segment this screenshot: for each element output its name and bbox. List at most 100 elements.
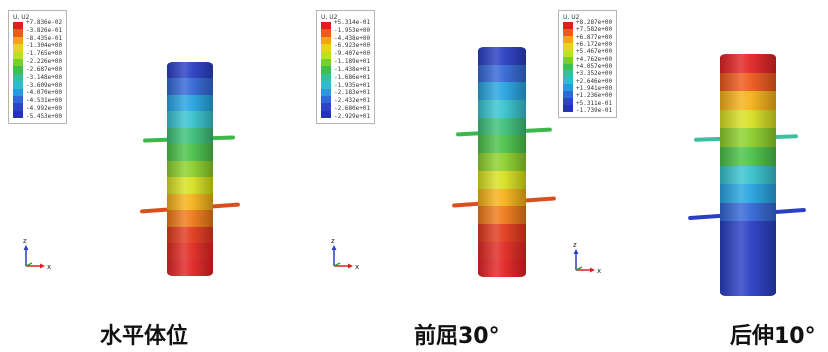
legend-swatch xyxy=(321,44,331,52)
cylinder-band xyxy=(720,91,776,110)
legend-swatch xyxy=(13,110,23,119)
cylinder-band xyxy=(720,240,776,259)
legend-value: -5.453e+00 xyxy=(26,112,63,120)
legend-swatch xyxy=(563,22,573,29)
legend-value: -1.304e+00 xyxy=(26,42,63,50)
legend: U, U2 +8.287e+00 +7.582e+00 +6.877e+00 +6.1… xyxy=(558,10,618,118)
legend-value: -4.070e+00 xyxy=(26,89,63,97)
cylinder-band xyxy=(720,54,776,73)
legend-value: -8.435e-01 xyxy=(26,34,63,42)
legend-swatch xyxy=(13,58,23,67)
axis-triad-icon: z x xyxy=(23,237,51,271)
axis-triad-icon: z x xyxy=(573,241,601,275)
legend-value: -2.432e+01 xyxy=(334,97,371,105)
legend-swatch xyxy=(563,77,573,85)
cylinder-band xyxy=(720,202,776,222)
panel-horizontal: U, U2 +7.836e-02 -3.826e-01 -8.435e-01 -1.3… xyxy=(0,0,280,352)
legend-swatch xyxy=(563,56,573,64)
legend-swatch xyxy=(321,36,331,45)
cylinder-band xyxy=(478,259,526,277)
cylinder-band xyxy=(478,82,526,101)
cylinder-band xyxy=(720,72,776,92)
legend-swatch xyxy=(321,110,331,119)
cylinder-band xyxy=(478,100,526,118)
legend-value: -4.992e+00 xyxy=(26,105,63,113)
cylinder-band xyxy=(167,78,213,95)
cylinder-band xyxy=(720,184,776,203)
axis-z-label: z xyxy=(23,237,27,245)
legend-color-bar xyxy=(563,22,573,112)
cylinder-band xyxy=(478,47,526,65)
cylinder-band xyxy=(167,242,213,260)
cylinder-band xyxy=(720,258,776,278)
cylinder-shading xyxy=(478,47,526,277)
cylinder-band xyxy=(167,144,213,161)
legend-value: +7.582e+00 xyxy=(576,26,613,34)
legend-swatch xyxy=(13,103,23,111)
legend-swatch xyxy=(563,63,573,71)
legend-swatch xyxy=(563,70,573,78)
cylinder-shading xyxy=(720,54,776,296)
caption: 水平体位 xyxy=(100,324,189,349)
legend-value: -1.765e+00 xyxy=(26,50,63,58)
legend-swatch xyxy=(13,29,23,37)
axis-x-label: x xyxy=(597,267,601,275)
legend-labels: +7.836e-02 -3.826e-01 -8.435e-01 -1.304e+00… xyxy=(26,20,62,120)
legend-swatch xyxy=(13,44,23,52)
legend-swatch xyxy=(321,81,331,89)
legend-swatch xyxy=(321,66,331,74)
legend-swatch xyxy=(563,35,573,43)
legend-value: -9.407e+00 xyxy=(334,50,371,58)
axis-triad: z x xyxy=(18,236,58,276)
legend-value: -1.438e+01 xyxy=(334,65,371,73)
axis-triad: z x xyxy=(326,236,366,276)
legend-color-bar xyxy=(321,22,331,119)
cylinder-band xyxy=(167,111,213,128)
legend-value: -2.226e+00 xyxy=(26,58,63,66)
legend-swatch xyxy=(321,51,331,59)
legend-value: +4.762e+00 xyxy=(576,55,613,63)
cylinder-band xyxy=(478,135,526,154)
legend-swatch xyxy=(13,73,23,82)
cylinder-band xyxy=(167,94,213,112)
cylinder-band xyxy=(478,170,526,189)
legend-value: +2.646e+00 xyxy=(576,77,613,85)
legend-swatch xyxy=(563,91,573,99)
legend-color-bar xyxy=(13,22,23,119)
legend-value: +1.941e+00 xyxy=(576,84,613,92)
legend-value: -2.680e+01 xyxy=(334,105,371,113)
legend-value: +5.314e-01 xyxy=(334,19,371,26)
cylinder-band xyxy=(478,153,526,171)
cylinder-band xyxy=(167,177,213,194)
legend-value: -2.183e+01 xyxy=(334,89,371,97)
legend-value: -2.929e+01 xyxy=(334,112,371,120)
cylinder-band xyxy=(720,277,776,296)
legend-swatch xyxy=(321,88,331,96)
legend-value: +1.236e+00 xyxy=(576,92,613,100)
cylinder-band xyxy=(478,64,526,83)
cylinder xyxy=(478,47,526,277)
legend-value: -3.148e+00 xyxy=(26,73,63,81)
legend-value: +6.877e+00 xyxy=(576,33,613,41)
axis-z-label: z xyxy=(573,241,577,249)
legend-value: -4.531e+00 xyxy=(26,97,63,105)
legend-swatch xyxy=(563,98,573,106)
legend-swatch xyxy=(13,88,23,96)
cylinder-band xyxy=(720,109,776,129)
cylinder-shading xyxy=(167,62,213,276)
legend-value: +3.352e+00 xyxy=(576,70,613,78)
legend-value: -3.609e+00 xyxy=(26,81,63,89)
legend-title: U, U2 xyxy=(13,14,30,21)
legend-swatch xyxy=(321,103,331,111)
cylinder-band xyxy=(167,210,213,227)
caption: 后伸10° xyxy=(730,324,816,349)
cylinder-band xyxy=(167,127,213,145)
legend-swatch xyxy=(321,95,331,104)
axis-z-label: z xyxy=(331,237,335,245)
legend: U, U2 +7.836e-02 -3.826e-01 -8.435e-01 -1.3… xyxy=(8,10,68,124)
cylinder-band xyxy=(478,241,526,260)
legend-swatch xyxy=(563,49,573,57)
legend-value: +5.467e+00 xyxy=(576,48,613,56)
legend-swatch xyxy=(13,36,23,45)
cylinder-band xyxy=(167,226,213,243)
